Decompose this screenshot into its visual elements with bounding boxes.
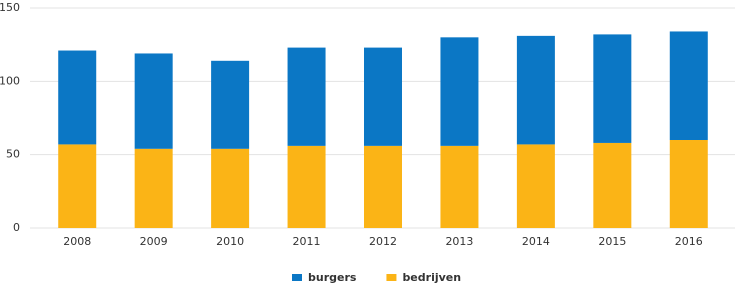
bar-segment: [593, 142, 632, 228]
x-tick-label: 2014: [522, 235, 550, 248]
x-tick-label: 2010: [216, 235, 244, 248]
bar-segment: [669, 31, 708, 140]
bar-segment: [58, 144, 97, 228]
bar-segment: [211, 60, 250, 149]
bar-segment: [364, 145, 402, 228]
y-tick-label: 50: [6, 148, 20, 161]
bar-segment: [440, 145, 479, 228]
x-tick-label: 2008: [63, 235, 91, 248]
legend-label: bedrijven: [402, 271, 461, 284]
legend-swatch: [386, 274, 397, 281]
bar-segment: [134, 53, 173, 149]
x-tick-label: 2016: [675, 235, 703, 248]
bar-segment: [440, 37, 479, 146]
bar-segment: [134, 148, 173, 228]
bar-segment: [516, 144, 555, 228]
y-tick-label: 0: [13, 221, 20, 234]
bar-segment: [669, 140, 708, 228]
bar-segment: [516, 35, 555, 145]
bar-segment: [211, 148, 250, 228]
x-tick-label: 2015: [598, 235, 626, 248]
y-tick-label: 150: [0, 1, 20, 14]
bar-segment: [287, 145, 326, 228]
x-tick-label: 2012: [369, 235, 397, 248]
x-tick-label: 2009: [140, 235, 168, 248]
bar-segment: [58, 50, 97, 145]
x-tick-label: 2011: [293, 235, 321, 248]
legend-swatch: [292, 274, 302, 281]
legend-label: burgers: [308, 271, 357, 284]
x-tick-label: 2013: [445, 235, 473, 248]
y-tick-label: 100: [0, 74, 20, 87]
bar-segment: [364, 47, 402, 146]
bar-segment: [593, 34, 632, 143]
bar-segment: [287, 47, 326, 146]
